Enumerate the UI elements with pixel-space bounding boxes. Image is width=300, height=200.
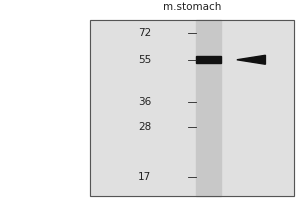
Bar: [196, 20, 220, 196]
Text: 28: 28: [138, 122, 151, 132]
Text: m.stomach: m.stomach: [163, 2, 221, 12]
Polygon shape: [237, 55, 266, 64]
Bar: [90, 20, 294, 196]
Text: 72: 72: [138, 28, 151, 38]
Bar: [90, 20, 294, 196]
Bar: [196, 56, 220, 63]
Text: 36: 36: [138, 97, 151, 107]
Text: 17: 17: [138, 172, 151, 182]
Text: 55: 55: [138, 55, 151, 65]
